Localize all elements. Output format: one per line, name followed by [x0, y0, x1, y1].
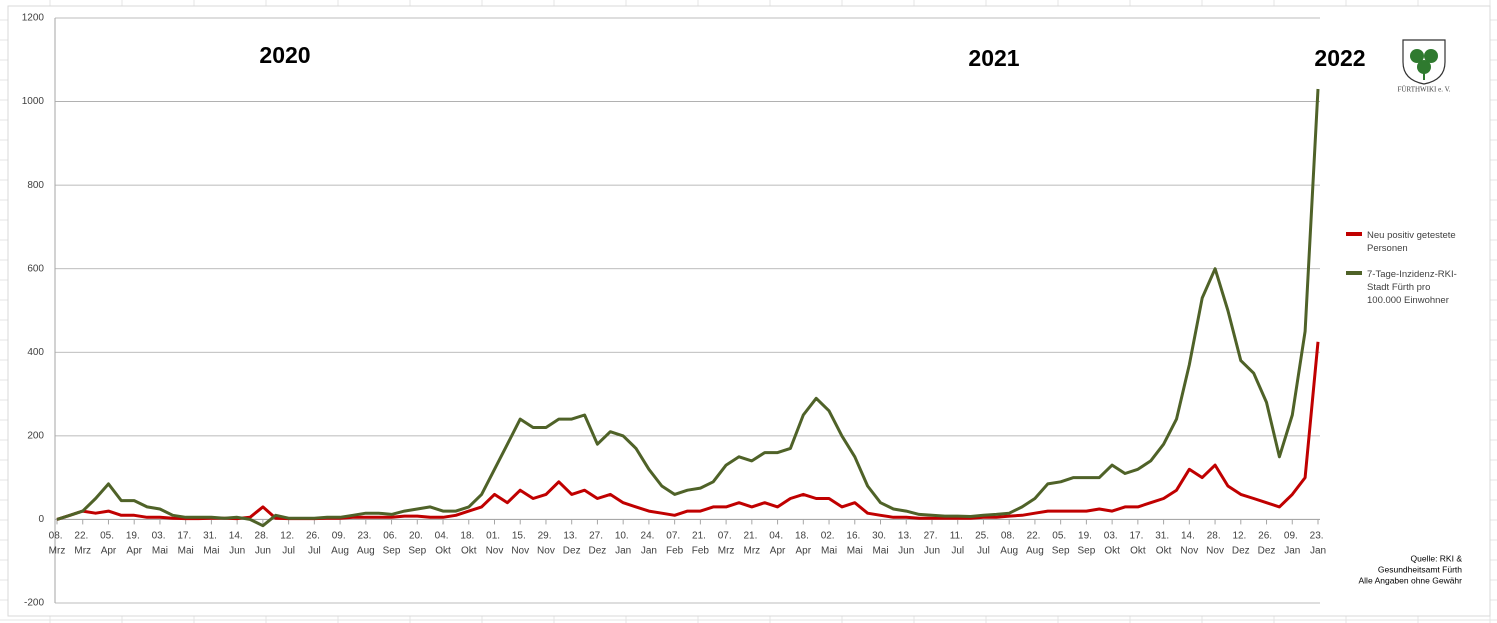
y-tick-label: 200 [27, 430, 44, 441]
x-tick-label: 18. Apr [795, 530, 812, 556]
x-tick-label: 03. Okt [1104, 530, 1121, 556]
y-tick-label: 0 [38, 514, 44, 525]
legend-label: Neu positiv getestete Personen [1367, 230, 1456, 254]
x-tick-label: 19. Apr [126, 530, 143, 556]
year-annotation: 2022 [1314, 45, 1365, 71]
y-tick-label: 400 [27, 347, 44, 358]
source-note: Alle Angaben ohne Gewähr [1359, 575, 1463, 585]
x-tick-label: 12. Dez [1232, 530, 1250, 556]
x-tick-label: 05. Apr [100, 530, 117, 556]
x-tick-label: 01. Nov [486, 530, 504, 556]
x-tick-label: 28. Nov [1206, 530, 1224, 556]
x-tick-label: 30. Mai [872, 530, 889, 556]
x-tick-label: 17. Okt [1130, 530, 1147, 556]
x-tick-label: 14. Jun [229, 530, 246, 556]
x-tick-label: 17. Mai [177, 530, 194, 556]
y-tick-label: 600 [27, 263, 44, 274]
x-tick-label: 31. Mai [203, 530, 220, 556]
y-tick-label: 1000 [22, 96, 45, 107]
x-tick-label: 08. Mrz [49, 530, 66, 556]
x-tick-label: 08. Aug [1000, 530, 1018, 556]
x-tick-label: 10. Jan [615, 530, 632, 556]
series-line [56, 341, 1320, 521]
y-tick-label: 800 [27, 180, 44, 191]
x-tick-label: 03. Mai [152, 530, 169, 556]
logo-leaf [1410, 49, 1424, 63]
chart-area [7, 5, 1491, 617]
x-tick-label: 04. Apr [769, 530, 786, 556]
year-annotation: 2020 [259, 42, 310, 68]
logo-leaf [1424, 49, 1438, 63]
x-tick-label: 12. Jul [280, 530, 297, 556]
x-tick-label: 18. Okt [460, 530, 477, 556]
x-tick-label: 23. Jan [1310, 530, 1327, 556]
x-tick-label: 21. Feb [692, 530, 710, 556]
x-tick-label: 06. Sep [383, 530, 401, 556]
x-tick-label: 27. Dez [589, 530, 607, 556]
year-annotation: 2021 [968, 45, 1019, 71]
x-tick-label: 23. Aug [357, 530, 375, 556]
source-note: Quelle: RKI & [1411, 553, 1463, 563]
logo-text: FÜRTHWIKI e. V. [1398, 86, 1451, 94]
x-tick-label: 25. Jul [975, 530, 992, 556]
x-tick-label: 22. Mrz [74, 530, 91, 556]
x-tick-label: 05. Sep [1052, 530, 1070, 556]
x-tick-label: 26. Dez [1258, 530, 1276, 556]
x-tick-label: 04. Okt [435, 530, 452, 556]
x-tick-label: 09. Aug [331, 530, 349, 556]
y-tick-label: -200 [24, 598, 44, 609]
y-tick-label: 1200 [22, 13, 45, 24]
x-tick-label: 14. Nov [1180, 530, 1198, 556]
x-tick-label: 02. Mai [821, 530, 838, 556]
x-tick-label: 16. Mai [846, 530, 863, 556]
x-tick-label: 09. Jan [1284, 530, 1301, 556]
x-tick-label: 31. Okt [1155, 530, 1172, 556]
series-line [56, 88, 1320, 528]
x-tick-label: 13. Dez [563, 530, 581, 556]
x-tick-label: 20. Sep [408, 530, 426, 556]
x-tick-label: 21. Mrz [743, 530, 760, 556]
x-tick-label: 24. Jan [641, 530, 658, 556]
source-note: Gesundheitsamt Fürth [1378, 564, 1462, 574]
x-tick-label: 07. Feb [666, 530, 684, 556]
x-tick-label: 11. Jul [950, 530, 966, 556]
x-tick-label: 22. Aug [1026, 530, 1044, 556]
x-tick-label: 28. Jun [255, 530, 272, 556]
x-tick-label: 29. Nov [537, 530, 555, 556]
logo [1402, 39, 1446, 85]
x-tick-label: 15. Nov [511, 530, 529, 556]
x-tick-label: 19. Sep [1077, 530, 1095, 556]
x-tick-label: 13. Jun [898, 530, 915, 556]
x-tick-label: 27. Jun [924, 530, 941, 556]
x-tick-label: 07. Mrz [718, 530, 735, 556]
x-tick-label: 26. Jul [306, 530, 323, 556]
legend-label: 7-Tage-Inzidenz-RKI-Stadt Fürth pro 100.… [1367, 269, 1457, 306]
